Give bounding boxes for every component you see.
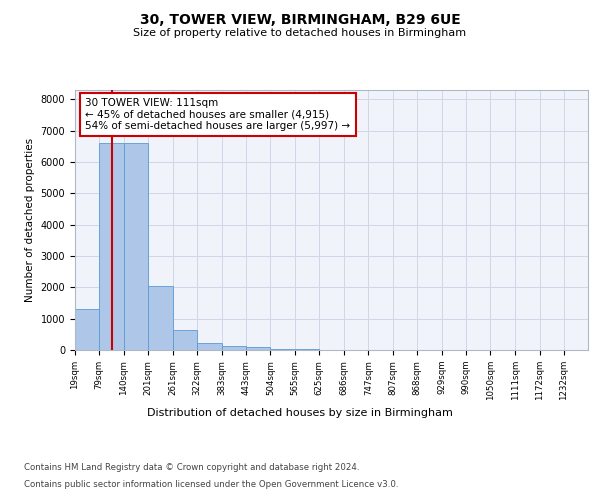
Text: Distribution of detached houses by size in Birmingham: Distribution of detached houses by size … [147,408,453,418]
Bar [99,144,124,350]
Bar [148,286,173,350]
Bar [271,348,295,350]
Bar [75,310,99,350]
Text: Contains HM Land Registry data © Crown copyright and database right 2024.: Contains HM Land Registry data © Crown c… [24,462,359,471]
Text: Size of property relative to detached houses in Birmingham: Size of property relative to detached ho… [133,28,467,38]
Bar [197,343,221,350]
Bar [246,348,271,350]
Text: 30 TOWER VIEW: 111sqm
← 45% of detached houses are smaller (4,915)
54% of semi-d: 30 TOWER VIEW: 111sqm ← 45% of detached … [85,98,350,131]
Y-axis label: Number of detached properties: Number of detached properties [25,138,35,302]
Bar [173,330,197,350]
Text: Contains public sector information licensed under the Open Government Licence v3: Contains public sector information licen… [24,480,398,489]
Bar [221,346,246,350]
Bar [124,144,148,350]
Text: 30, TOWER VIEW, BIRMINGHAM, B29 6UE: 30, TOWER VIEW, BIRMINGHAM, B29 6UE [140,12,460,26]
